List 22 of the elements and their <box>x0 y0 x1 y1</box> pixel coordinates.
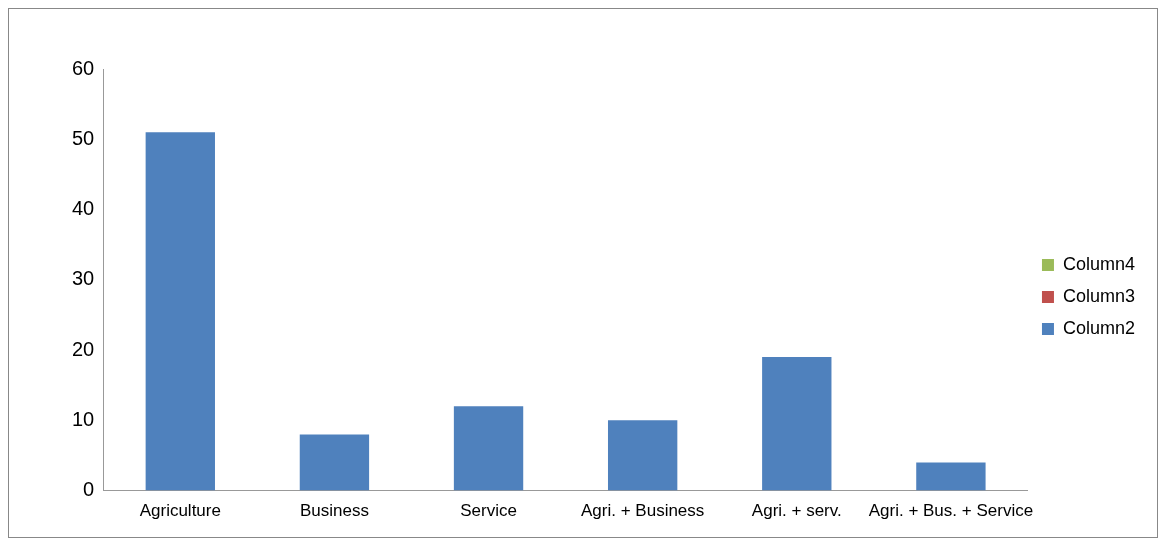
x-tick-label: Agri. + Business <box>581 501 705 521</box>
legend-label: Column4 <box>1062 253 1136 274</box>
y-tick-label: 40 <box>72 197 95 220</box>
y-tick-label: 30 <box>72 267 95 290</box>
x-tick-label: Service <box>460 501 517 521</box>
x-tick-label: Agri. + serv. <box>751 501 842 521</box>
bar <box>299 434 370 491</box>
y-tick-label: 60 <box>72 56 95 79</box>
legend-label: Column2 <box>1062 317 1136 338</box>
y-tick-label: 50 <box>72 126 95 149</box>
bar <box>916 462 986 491</box>
y-tick-label: 0 <box>83 478 95 501</box>
x-tick-label: Business <box>299 501 369 521</box>
bar <box>145 132 215 491</box>
bar <box>762 357 832 491</box>
legend-label: Column3 <box>1062 285 1136 306</box>
y-tick-label: 20 <box>72 337 95 360</box>
x-tick-label: Agri. + Bus. + Service <box>868 501 1034 521</box>
bar <box>607 420 678 491</box>
x-tick-label: Agriculture <box>139 501 221 521</box>
y-tick-label: 10 <box>72 407 95 430</box>
bar <box>453 406 524 491</box>
